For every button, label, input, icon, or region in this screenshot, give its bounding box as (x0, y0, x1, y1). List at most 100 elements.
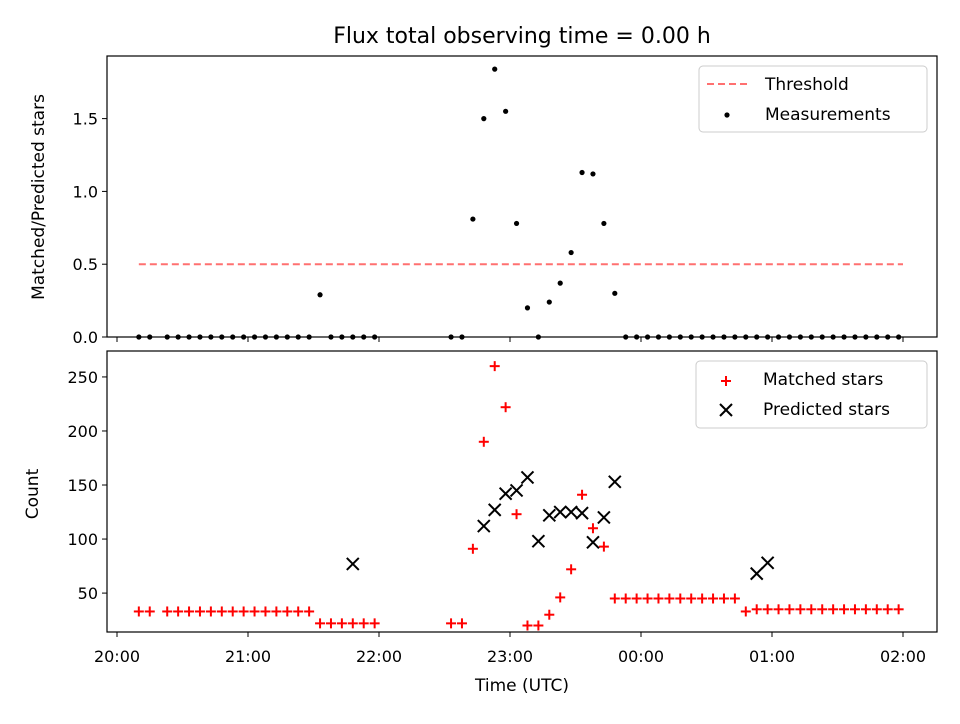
matched-star-point (544, 609, 555, 620)
matched-star-point (293, 606, 304, 617)
measurement-point (164, 334, 170, 340)
measurement-point (754, 334, 760, 340)
matched-star-point (489, 361, 500, 372)
matched-star-point (729, 593, 740, 604)
top-y-tick-label: 1.0 (73, 182, 98, 201)
matched-star-point (664, 593, 675, 604)
measurement-point (786, 334, 793, 340)
bottom-panel: 50 100 150 200 250 20:00 21:00 22:00 23:00 00:00 0… (67, 350, 938, 666)
measurement-point (339, 334, 345, 340)
matched-star-point (795, 604, 806, 615)
matched-star-point (860, 604, 871, 615)
measurement-point (775, 334, 782, 340)
measurement-point (743, 334, 749, 340)
measurement-point (819, 334, 825, 340)
measurement-point (306, 334, 312, 340)
measurement-point (262, 334, 269, 340)
matched-star-point (817, 604, 828, 615)
matched-star-point (533, 620, 544, 631)
predicted-star-point (498, 486, 513, 501)
top-legend: Threshold Measurements (698, 65, 928, 133)
measurement-point (677, 334, 683, 340)
predicted-star-point (750, 566, 764, 581)
matched-legend-swatch (721, 376, 731, 386)
measurement-point (295, 334, 301, 340)
matched-star-point (849, 604, 860, 615)
matched-star-point (653, 593, 664, 604)
x-tick-label: 00:00 (618, 647, 664, 666)
measurement-point (590, 171, 596, 177)
measurements-legend-label: Measurements (765, 105, 891, 125)
matched-star-point (587, 523, 598, 534)
measurement-point (175, 334, 181, 340)
predicted-star-point (553, 505, 567, 519)
bottom-plot-frame (106, 350, 938, 633)
top-panel: 0.0 0.5 1.0 1.5 (73, 55, 938, 347)
measurement-point (230, 334, 236, 340)
measurement-point (147, 334, 153, 340)
predicted-legend-swatch (719, 403, 733, 417)
measurement-point (470, 216, 476, 222)
top-y-axis-label: Matched/Predicted stars (29, 94, 49, 300)
measurement-point (328, 334, 334, 340)
bottom-y-tick-label: 50 (78, 584, 98, 603)
measurement-point (350, 334, 356, 340)
matched-star-point (577, 489, 588, 500)
matched-star-point (144, 606, 155, 617)
measurement-point (732, 334, 738, 340)
threshold-legend-label: Threshold (764, 75, 849, 95)
matched-star-point (205, 606, 216, 617)
matched-legend-label: Matched stars (763, 370, 883, 390)
matched-star-point (369, 618, 380, 629)
measurement-point (273, 334, 279, 340)
matched-star-point (806, 604, 817, 615)
measurement-point (601, 220, 607, 227)
matched-star-point (882, 604, 893, 615)
measurement-point (655, 334, 662, 340)
measurement-point (361, 334, 367, 340)
predicted-star-point (564, 505, 578, 519)
measurement-point (284, 334, 290, 340)
predicted-star-point (608, 475, 622, 489)
predicted-star-point (477, 519, 491, 533)
matched-star-point (173, 606, 184, 617)
measurement-point (808, 334, 814, 340)
measurement-point (885, 334, 891, 340)
matched-star-point (456, 618, 467, 629)
matched-star-point (522, 620, 533, 631)
matched-star-point (467, 543, 478, 554)
measurement-point (186, 334, 192, 340)
predicted-star-point (509, 483, 524, 498)
matched-star-point (697, 593, 708, 604)
x-tick-label: 20:00 (94, 647, 140, 666)
measurement-point (634, 334, 640, 340)
matched-star-point (598, 541, 609, 552)
x-tick-label: 21:00 (225, 647, 271, 666)
measurement-point (797, 334, 803, 340)
bottom-y-tick-label: 250 (67, 368, 98, 387)
matched-star-point (708, 593, 719, 604)
x-tick-label: 23:00 (487, 647, 533, 666)
top-legend-frame (698, 65, 928, 133)
x-tick-label: 22:00 (356, 647, 402, 666)
measurement-point (644, 334, 651, 340)
measurement-point (557, 280, 563, 286)
predicted-legend-label: Predicted stars (763, 400, 890, 420)
predicted-star-point (531, 534, 546, 548)
matched-star-point (609, 593, 620, 604)
measurement-point (197, 334, 203, 340)
measurement-point (251, 334, 258, 340)
bottom-y-tick-label: 100 (67, 530, 98, 549)
measurements-legend-swatch (724, 112, 730, 118)
matched-star-point (871, 604, 882, 615)
matched-star-point (566, 564, 577, 575)
matched-star-point (686, 593, 697, 604)
top-y-tick-label: 0.0 (73, 328, 98, 347)
matched-star-point (784, 604, 795, 615)
measurement-point (459, 334, 465, 340)
matched-star-point (184, 606, 195, 617)
predicted-star-point (520, 470, 535, 485)
matched-star-point (347, 618, 358, 629)
